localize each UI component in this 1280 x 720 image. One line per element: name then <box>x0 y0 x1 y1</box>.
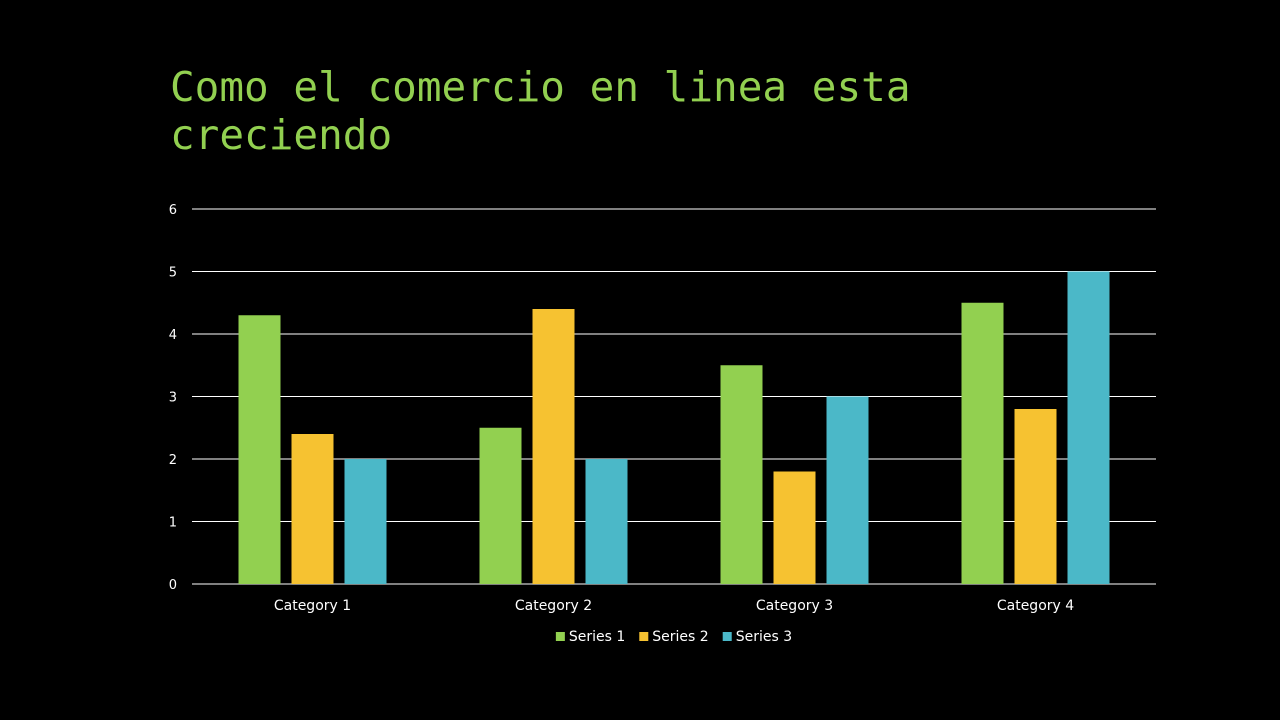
y-tick-label: 4 <box>169 328 177 343</box>
bar <box>344 459 387 584</box>
bar <box>1014 409 1057 584</box>
legend: Series 1 Series 2 Series 3 <box>555 629 792 645</box>
gridlines <box>192 208 1156 585</box>
y-tick-label: 1 <box>169 516 177 531</box>
legend-swatch <box>555 632 565 641</box>
bar <box>1067 271 1110 584</box>
bar <box>532 309 575 584</box>
x-category-label: Category 2 <box>515 598 592 614</box>
y-tick-label: 5 <box>169 266 177 281</box>
bar <box>479 427 522 584</box>
legend-swatch <box>722 632 732 641</box>
bar <box>826 396 869 584</box>
bar <box>961 302 1004 584</box>
legend-label: Series 1 <box>569 629 625 645</box>
y-tick-label: 2 <box>169 453 177 468</box>
bar <box>291 434 334 584</box>
bar <box>773 471 816 584</box>
legend-swatch <box>639 632 649 641</box>
y-tick-label: 6 <box>169 203 177 218</box>
bars <box>238 271 1110 584</box>
x-category-label: Category 4 <box>997 598 1074 614</box>
y-axis-tick-labels: 0 1 2 3 4 5 6 <box>169 203 177 593</box>
y-tick-label: 0 <box>169 578 177 593</box>
x-category-label: Category 1 <box>274 598 351 614</box>
bar <box>720 365 763 584</box>
legend-label: Series 3 <box>736 629 792 645</box>
x-category-label: Category 3 <box>756 598 833 614</box>
legend-label: Series 2 <box>652 629 708 645</box>
y-tick-label: 3 <box>169 391 177 406</box>
x-axis-category-labels: Category 1 Category 2 Category 3 Category 4 <box>274 598 1074 614</box>
slide-title: Como el comercio en linea esta creciendo <box>170 63 911 159</box>
bar <box>238 315 281 584</box>
bar <box>585 459 628 584</box>
